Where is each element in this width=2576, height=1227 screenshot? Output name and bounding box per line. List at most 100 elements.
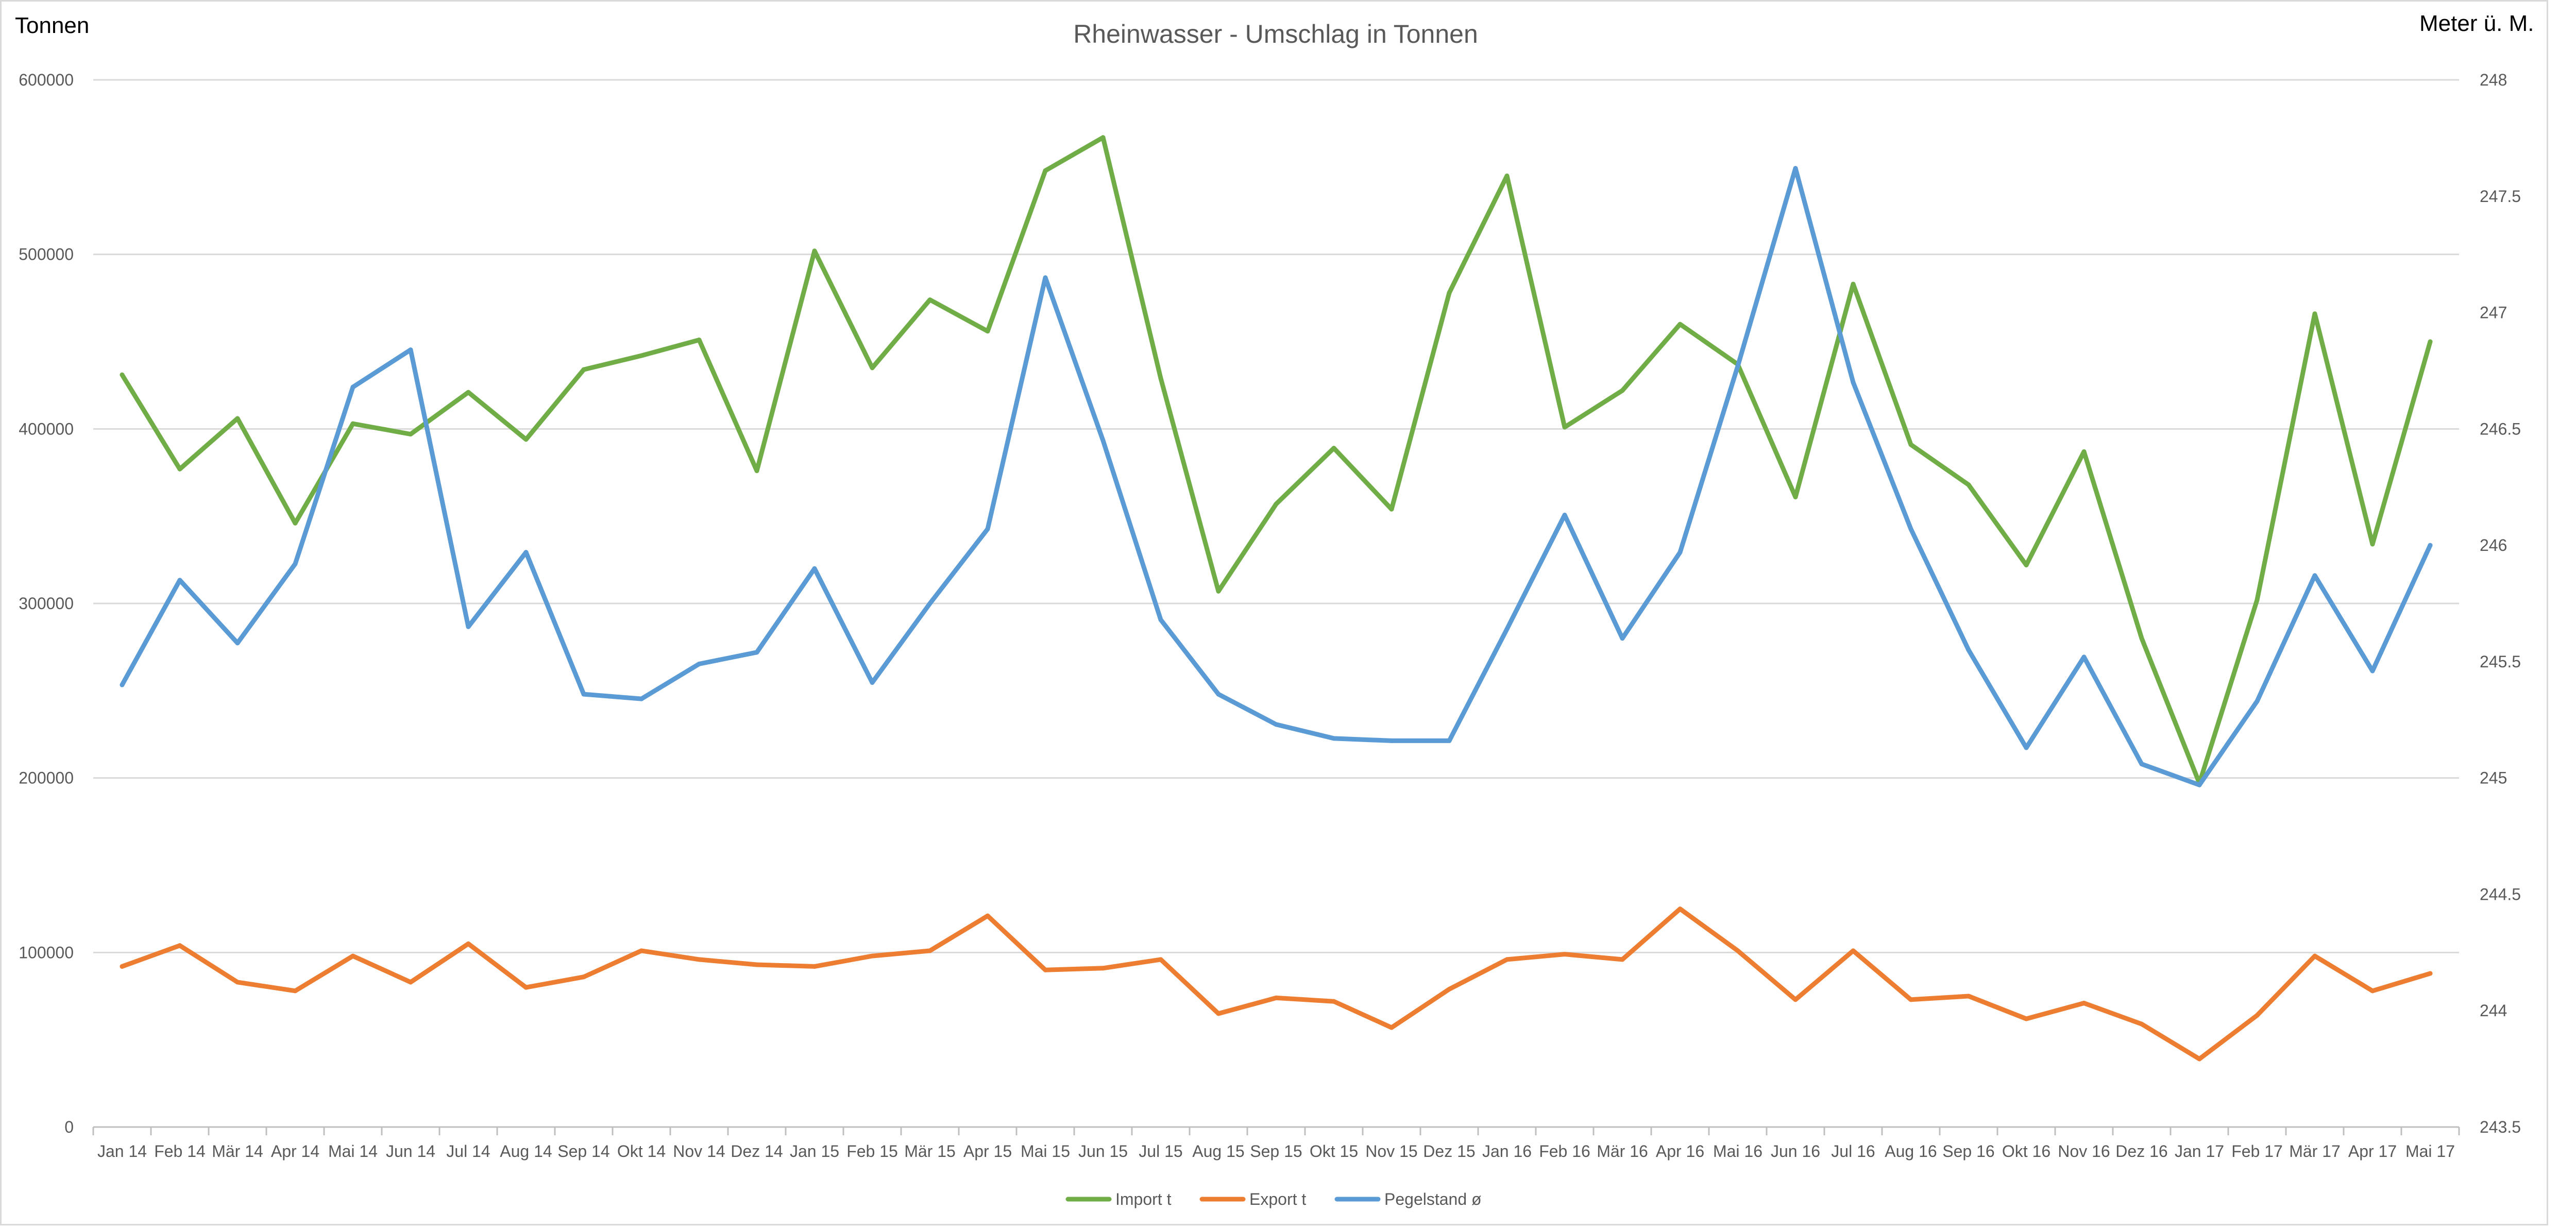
data-point [2139, 636, 2144, 641]
data-point [812, 248, 817, 254]
legend-label-0: Import t [1115, 1190, 1172, 1208]
data-point [1620, 636, 1625, 641]
y2-tick-label: 247 [2480, 304, 2507, 322]
data-point [350, 421, 355, 426]
data-point [870, 365, 875, 371]
data-point [350, 384, 355, 390]
right-axis-title: Meter ü. M. [2419, 11, 2534, 36]
x-tick-label: Nov 14 [673, 1142, 725, 1161]
x-tick-label: Sep 14 [557, 1142, 609, 1161]
x-tick-label: Apr 14 [271, 1142, 319, 1161]
data-point [1158, 617, 1163, 623]
data-point [293, 988, 298, 994]
data-point [985, 527, 990, 532]
chart-title: Rheinwasser - Umschlag in Tonnen [1073, 20, 1478, 48]
data-point [2081, 1001, 2087, 1006]
data-point [2139, 762, 2144, 767]
x-tick-label: Okt 16 [2002, 1142, 2050, 1161]
data-point [293, 520, 298, 526]
data-point [1504, 627, 1510, 632]
axes: 0 100000 200000 300000 400000 500000 600000 243… [19, 71, 2521, 1161]
data-point [812, 566, 817, 571]
data-point [697, 957, 702, 962]
data-point [870, 680, 875, 685]
data-point [1562, 512, 1567, 517]
data-point [1966, 994, 1971, 999]
y2-tick-label: 246 [2480, 536, 2507, 554]
data-point [1447, 290, 1452, 295]
x-tick-label: Mai 14 [328, 1142, 378, 1161]
data-point [1100, 135, 1106, 140]
data-point [523, 550, 529, 555]
x-tick-label: Jan 17 [2175, 1142, 2224, 1161]
data-point [1677, 550, 1683, 555]
y-tick-label: 500000 [19, 245, 74, 264]
y2-tick-label: 244.5 [2480, 885, 2521, 903]
data-point [2312, 573, 2317, 578]
data-point [120, 682, 125, 687]
x-tick-label: Dez 14 [731, 1142, 783, 1161]
data-point [1216, 1011, 1221, 1016]
y2-tick-label: 246.5 [2480, 419, 2521, 438]
data-point [927, 297, 933, 302]
data-point [1620, 957, 1625, 962]
x-tick-label: Mär 17 [2289, 1142, 2341, 1161]
data-point [177, 943, 182, 948]
x-tick-label: Mär 15 [904, 1142, 956, 1161]
data-point [466, 390, 471, 395]
x-tick-label: Jul 14 [446, 1142, 490, 1161]
series-line-0 [120, 135, 2433, 786]
data-point [2024, 562, 2029, 567]
x-tick-label: Jun 15 [1078, 1142, 1128, 1161]
x-tick-label: Dez 15 [1423, 1142, 1475, 1161]
x-tick-label: Feb 17 [2231, 1142, 2283, 1161]
data-point [2255, 699, 2260, 704]
x-tick-label: Okt 14 [617, 1142, 666, 1161]
y-tick-label: 400000 [19, 419, 74, 438]
data-point [927, 601, 933, 606]
data-point [1620, 388, 1625, 393]
x-tick-label: Feb 14 [154, 1142, 206, 1161]
data-point [2428, 543, 2433, 548]
data-point [1447, 738, 1452, 743]
data-point [1908, 527, 1913, 532]
data-point [2197, 1056, 2202, 1062]
data-point [1677, 906, 1683, 912]
y-tick-label: 200000 [19, 769, 74, 787]
data-point [754, 468, 759, 474]
data-point [985, 913, 990, 918]
data-point [581, 974, 586, 980]
data-point [408, 347, 413, 352]
data-point [697, 661, 702, 666]
data-point [1966, 647, 1971, 652]
series-line-2 [120, 166, 2433, 787]
legend-label-1: Export t [1249, 1190, 1306, 1208]
data-point [2081, 654, 2087, 660]
data-point [2139, 1021, 2144, 1027]
data-point [1966, 482, 1971, 488]
data-point [235, 416, 240, 421]
data-point [1851, 281, 1856, 287]
x-tick-label: Mär 14 [212, 1142, 263, 1161]
x-tick-label: Feb 16 [1539, 1142, 1590, 1161]
data-point [2081, 449, 2087, 454]
x-tick-label: Apr 15 [963, 1142, 1012, 1161]
left-axis-title: Tonnen [15, 13, 90, 38]
data-point [581, 367, 586, 372]
y-tick-label: 100000 [19, 943, 74, 962]
x-tick-label: Jul 15 [1139, 1142, 1182, 1161]
data-point [1216, 692, 1221, 697]
legend: Import t Export t Pegelstand ø [1065, 1190, 1482, 1208]
x-tick-label: Aug 16 [1885, 1142, 1937, 1161]
data-point [639, 948, 644, 953]
y-tick-label: 300000 [19, 594, 74, 613]
x-tick-label: Apr 16 [1656, 1142, 1704, 1161]
x-tick-label: Mai 16 [1713, 1142, 1762, 1161]
data-point [2255, 597, 2260, 602]
y2-tick-label: 244 [2480, 1001, 2507, 1020]
data-point [1735, 948, 1740, 953]
data-point [177, 578, 182, 583]
x-tick-label: Sep 15 [1250, 1142, 1302, 1161]
